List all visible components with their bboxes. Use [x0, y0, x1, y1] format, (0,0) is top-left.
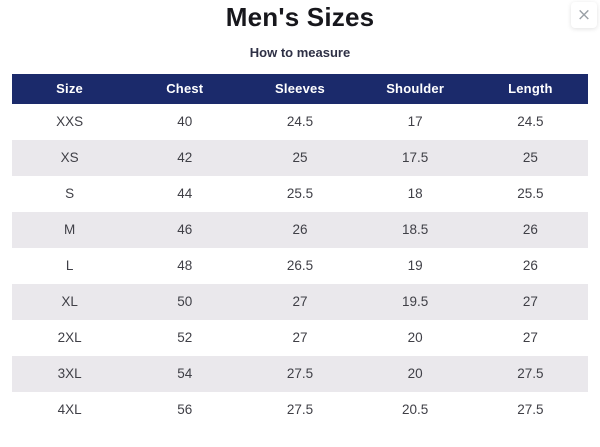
table-cell: 18: [407, 186, 423, 202]
table-cell: 19: [407, 258, 423, 274]
table-cell: 54: [177, 366, 193, 382]
table-cell: 46: [177, 222, 193, 238]
table-cell: XXS: [56, 114, 84, 130]
table-cell: 27: [292, 294, 308, 310]
table-cell: 18.5: [402, 222, 429, 238]
close-icon: ×: [576, 5, 592, 25]
table-row: 3XL 54 27.5 20 27.5: [12, 355, 588, 392]
table-cell: 20: [407, 366, 423, 382]
column-header: Length: [472, 73, 588, 104]
table-cell: 3XL: [57, 366, 82, 382]
column-header: Chest: [127, 73, 243, 104]
table-row: XL 50 27 19.5 27: [12, 283, 588, 320]
table-row: L 48 26.5 19 26: [12, 248, 588, 284]
table-cell: L: [65, 258, 74, 274]
table-cell: XL: [61, 294, 78, 310]
column-header: Sleeves: [242, 73, 358, 104]
table-cell: 27: [522, 294, 538, 310]
table-cell: 24.5: [517, 114, 544, 130]
table-cell: 26: [522, 222, 538, 238]
page-title: Men's Sizes: [225, 2, 375, 32]
close-button[interactable]: ×: [571, 2, 597, 28]
table-row: XS 42 25 17.5 25: [12, 139, 588, 176]
table-cell: 25.5: [517, 186, 544, 202]
table-cell: 27.5: [286, 366, 314, 382]
table-cell: 27.5: [517, 366, 544, 382]
table-cell: 48: [177, 258, 193, 274]
table-cell: 4XL: [57, 402, 82, 418]
table-cell: 17: [407, 114, 423, 130]
table-cell: 26: [292, 222, 308, 238]
table-cell: 40: [177, 114, 193, 130]
how-to-measure-link[interactable]: How to measure: [249, 44, 351, 60]
size-table: Size Chest Sleeves Shoulder Length XXS 40 24.5…: [12, 73, 588, 428]
table-body: XXS 40 24.5 17 24.5 XS 42 25 17.5 25 S 44 25.5 18 25.5…: [12, 104, 588, 428]
table-cell: 56: [177, 402, 193, 418]
table-row: XXS 40 24.5 17 24.5: [12, 104, 588, 140]
table-cell: S: [65, 186, 75, 202]
table-cell: 20: [407, 330, 423, 346]
table-row: 4XL 56 27.5 20.5 27.5: [12, 392, 588, 428]
table-cell: 27.5: [517, 402, 544, 418]
table-cell: 19.5: [402, 294, 429, 310]
table-cell: 27: [522, 330, 538, 346]
table-cell: 26: [522, 258, 538, 274]
table-cell: 27.5: [286, 402, 314, 418]
table-head: Size Chest Sleeves Shoulder Length: [12, 73, 588, 104]
table-header-row: Size Chest Sleeves Shoulder Length: [12, 73, 588, 104]
table-cell: 20.5: [402, 402, 429, 418]
table-cell: 27: [292, 330, 308, 346]
column-header: Size: [12, 73, 128, 104]
table-cell: 44: [177, 186, 193, 202]
table-cell: 17.5: [402, 150, 429, 166]
column-header: Shoulder: [357, 73, 473, 104]
table-cell: 2XL: [57, 330, 82, 346]
table-cell: 24.5: [286, 114, 314, 130]
table-cell: 25: [522, 150, 538, 166]
table-cell: 25: [292, 150, 308, 166]
table-row: M 46 26 18.5 26: [12, 211, 588, 248]
table-row: 2XL 52 27 20 27: [12, 320, 588, 356]
table-cell: 52: [177, 330, 193, 346]
table-cell: M: [63, 222, 76, 238]
table-cell: 42: [177, 150, 193, 166]
table-row: S 44 25.5 18 25.5: [12, 176, 588, 212]
table-cell: XS: [60, 150, 79, 166]
table-cell: 50: [177, 294, 193, 310]
table-cell: 26.5: [286, 258, 314, 274]
table-cell: 25.5: [286, 186, 314, 202]
